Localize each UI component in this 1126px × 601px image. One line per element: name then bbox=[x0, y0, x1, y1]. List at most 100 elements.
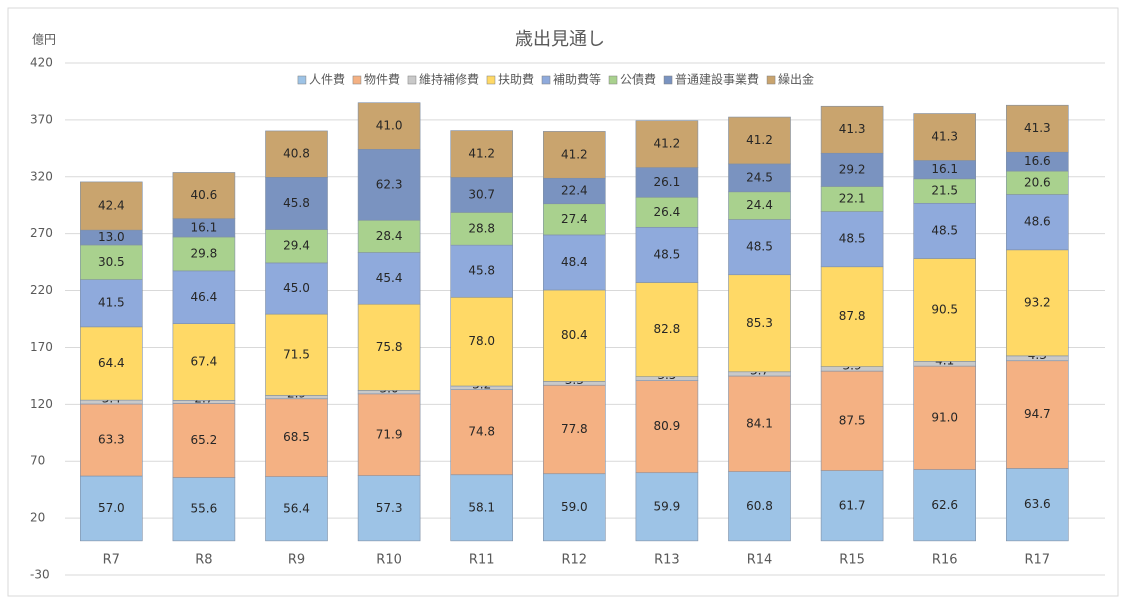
value-label: 26.1 bbox=[654, 175, 681, 189]
legend-swatch bbox=[486, 75, 496, 85]
value-label: 82.8 bbox=[654, 322, 681, 336]
bar-segment bbox=[542, 234, 606, 291]
bar-segment bbox=[80, 244, 143, 280]
legend-swatch bbox=[352, 75, 362, 85]
value-label: 13.0 bbox=[98, 230, 125, 244]
legend-swatch bbox=[297, 75, 307, 85]
value-label: 78.0 bbox=[468, 334, 495, 348]
value-label: 94.7 bbox=[1024, 407, 1051, 421]
value-label: 16.1 bbox=[931, 162, 958, 176]
legend-item: 普通建設事業費 bbox=[663, 72, 759, 87]
legend-item: 物件費 bbox=[352, 72, 400, 87]
bar-segment bbox=[635, 380, 699, 474]
bar-segment bbox=[820, 105, 884, 154]
legend-label: 人件費 bbox=[309, 72, 345, 87]
legend-item: 扶助費 bbox=[486, 72, 534, 87]
value-label: 29.4 bbox=[283, 239, 310, 253]
value-label: 22.1 bbox=[839, 192, 866, 206]
x-tick-label: R14 bbox=[747, 553, 773, 568]
value-label: 48.5 bbox=[746, 240, 773, 254]
bar-segment bbox=[265, 313, 328, 396]
value-label: 84.1 bbox=[746, 416, 773, 430]
bar-segment bbox=[80, 403, 143, 477]
value-label: 20.6 bbox=[1024, 175, 1051, 189]
legend-item: 人件費 bbox=[297, 72, 345, 87]
value-label: 80.4 bbox=[561, 328, 588, 342]
value-label: 93.2 bbox=[1024, 295, 1051, 309]
y-axis-label: 億円 bbox=[32, 33, 56, 47]
value-label: 40.8 bbox=[283, 147, 310, 161]
legend-swatch bbox=[407, 75, 417, 85]
bar-segment bbox=[80, 475, 143, 542]
value-label: 45.0 bbox=[283, 281, 310, 295]
x-tick-label: R12 bbox=[562, 553, 588, 568]
value-label: 45.8 bbox=[468, 264, 495, 278]
bar-segment bbox=[635, 120, 699, 168]
legend-swatch bbox=[663, 75, 673, 85]
bar-segment bbox=[635, 167, 699, 198]
value-label: 71.9 bbox=[376, 427, 403, 441]
legend-label: 普通建設事業費 bbox=[675, 72, 759, 87]
x-tick-label: R10 bbox=[376, 553, 402, 568]
bar-segment bbox=[542, 177, 606, 205]
value-label: 16.1 bbox=[191, 220, 218, 234]
value-label: 62.3 bbox=[376, 177, 403, 191]
x-tick-label: R9 bbox=[288, 553, 305, 568]
bar-segment bbox=[80, 181, 143, 231]
y-tick-label: 420 bbox=[30, 56, 53, 70]
bar-segment bbox=[542, 131, 606, 179]
value-label: 58.1 bbox=[468, 500, 495, 514]
value-label: 41.0 bbox=[376, 119, 403, 133]
value-label: 48.6 bbox=[1024, 215, 1051, 229]
legend-label: 補助費等 bbox=[553, 72, 601, 87]
legend-label: 物件費 bbox=[364, 72, 400, 87]
x-tick-label: R13 bbox=[654, 553, 680, 568]
bar-segment bbox=[172, 236, 236, 272]
x-tick-label: R11 bbox=[469, 553, 495, 568]
x-tick-label: R7 bbox=[103, 553, 120, 568]
bar-segment bbox=[913, 178, 977, 204]
value-label: 74.8 bbox=[468, 425, 495, 439]
value-label: 26.4 bbox=[654, 205, 681, 219]
bar-segment bbox=[728, 375, 791, 472]
value-label: 24.4 bbox=[746, 198, 773, 212]
bar-segment bbox=[172, 172, 236, 219]
value-label: 29.8 bbox=[191, 246, 218, 260]
legend-item: 補助費等 bbox=[541, 72, 601, 87]
bar-segment bbox=[820, 211, 884, 268]
legend-item: 公債費 bbox=[608, 72, 656, 87]
bar-segment bbox=[542, 289, 606, 382]
value-label: 48.5 bbox=[839, 232, 866, 246]
bar-segment bbox=[913, 469, 977, 542]
bar-segment bbox=[265, 130, 328, 178]
bar-segment bbox=[542, 384, 606, 475]
value-label: 30.5 bbox=[98, 255, 125, 269]
value-label: 57.3 bbox=[376, 501, 403, 515]
bar-segment bbox=[357, 219, 421, 253]
value-label: 40.6 bbox=[191, 188, 218, 202]
value-label: 64.4 bbox=[98, 356, 125, 370]
value-label: 77.8 bbox=[561, 422, 588, 436]
value-label: 41.2 bbox=[746, 133, 773, 147]
legend-item: 維持補修費 bbox=[407, 72, 479, 87]
legend-label: 扶助費 bbox=[498, 72, 534, 87]
value-label: 87.5 bbox=[839, 413, 866, 427]
value-label: 91.0 bbox=[931, 410, 958, 424]
legend-swatch bbox=[541, 75, 551, 85]
bar-segment bbox=[80, 326, 143, 401]
y-tick-label: 20 bbox=[30, 511, 45, 525]
value-label: 59.0 bbox=[561, 500, 588, 514]
value-label: 41.2 bbox=[468, 147, 495, 161]
x-tick-label: R15 bbox=[839, 553, 865, 568]
legend-label: 繰出金 bbox=[778, 72, 814, 87]
bar-segment bbox=[265, 398, 328, 477]
value-label: 90.5 bbox=[931, 302, 958, 316]
bar-segment bbox=[1005, 104, 1069, 153]
value-label: 67.4 bbox=[191, 355, 218, 369]
bar-segment bbox=[1005, 468, 1069, 542]
bar-segment bbox=[450, 130, 514, 178]
value-label: 41.3 bbox=[839, 122, 866, 136]
legend-label: 維持補修費 bbox=[419, 72, 479, 87]
chart-title: 歳出見通し bbox=[515, 29, 605, 50]
legend-swatch bbox=[608, 75, 618, 85]
